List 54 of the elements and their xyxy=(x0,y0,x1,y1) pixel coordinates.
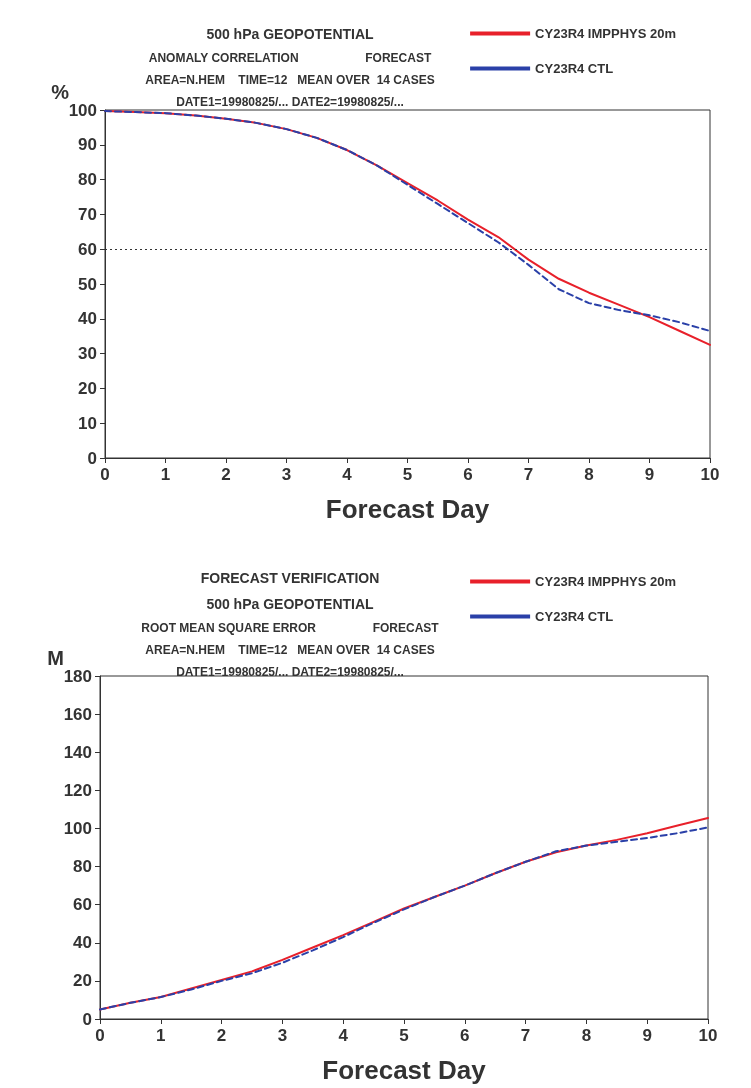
x-tick-label: 10 xyxy=(700,465,720,484)
chart-subtitle: ROOT MEAN SQUARE ERROR FORECAST AREA=N.HEM TIME=12 MEAN OVER 14 CASES DATE1=19980825/... DATE2=19980825/... xyxy=(141,621,440,679)
y-tick-label: 120 xyxy=(63,780,92,800)
x-tick-label: 10 xyxy=(698,1026,718,1045)
y-tick-label: 50 xyxy=(78,274,97,294)
y-tick-label: 0 xyxy=(87,448,97,468)
y-tick-label: 100 xyxy=(68,100,97,120)
x-tick-label: 5 xyxy=(399,1026,409,1045)
legend-label: CY23R4 CTL xyxy=(535,61,614,76)
y-tick-label: 20 xyxy=(78,378,97,398)
x-tick-label: 5 xyxy=(402,465,413,484)
x-tick-label: 6 xyxy=(460,1026,470,1045)
x-tick-label: 2 xyxy=(216,1026,227,1045)
y-tick-label: 80 xyxy=(78,170,97,190)
legend-label: CY23R4 IMPPHYS 20m xyxy=(535,574,677,589)
x-tick-label: 4 xyxy=(338,1026,349,1045)
x-tick-label: 9 xyxy=(644,465,655,484)
y-tick-label: 10 xyxy=(78,413,97,433)
x-tick-label: 6 xyxy=(463,465,473,484)
x-axis-title: Forecast Day xyxy=(325,494,490,524)
x-tick-label: 3 xyxy=(281,465,292,484)
x-tick-label: 9 xyxy=(642,1026,652,1045)
y-tick-label: 30 xyxy=(78,344,97,364)
legend-label: CY23R4 CTL xyxy=(535,609,614,624)
y-tick-label: 20 xyxy=(73,971,92,991)
x-tick-label: 1 xyxy=(160,465,171,484)
chart-subtitle: ANOMALY CORRELATION FORECAST AREA=N.HEM TIME=12 MEAN OVER 14 CASES DATE1=19980825/... DATE2=19980825/... xyxy=(145,51,435,109)
y-tick-label: 40 xyxy=(73,933,92,953)
x-tick-label: 1 xyxy=(156,1026,166,1045)
y-tick-label: 90 xyxy=(78,135,97,155)
x-tick-label: 7 xyxy=(523,465,534,484)
x-tick-label: 7 xyxy=(520,1026,531,1045)
y-tick-label: 180 xyxy=(63,666,92,686)
y-axis-title: M xyxy=(47,646,64,669)
y-tick-label: 70 xyxy=(78,204,97,224)
y-tick-label: 160 xyxy=(63,704,92,724)
x-tick-label: 2 xyxy=(221,465,231,484)
y-tick-label: 60 xyxy=(73,895,92,915)
x-tick-label: 8 xyxy=(581,1026,592,1045)
legend-label: CY23R4 IMPPHYS 20m xyxy=(535,26,677,41)
y-tick-label: 0 xyxy=(82,1009,92,1029)
y-axis-title: % xyxy=(51,80,70,103)
y-tick-label: 140 xyxy=(63,742,92,762)
y-tick-label: 100 xyxy=(63,818,92,838)
chart-title: FORECAST VERIFICATION 500 hPa GEOPOTENTIAL xyxy=(200,570,380,612)
x-tick-label: 3 xyxy=(277,1026,288,1045)
x-axis-title: Forecast Day xyxy=(322,1055,487,1085)
x-tick-label: 4 xyxy=(342,465,353,484)
y-tick-label: 60 xyxy=(78,239,97,259)
y-tick-label: 80 xyxy=(73,857,92,877)
y-tick-label: 40 xyxy=(78,309,97,329)
x-tick-label: 0 xyxy=(100,465,110,484)
x-tick-label: 8 xyxy=(584,465,594,484)
chart-title: 500 hPa GEOPOTENTIAL xyxy=(206,26,375,42)
